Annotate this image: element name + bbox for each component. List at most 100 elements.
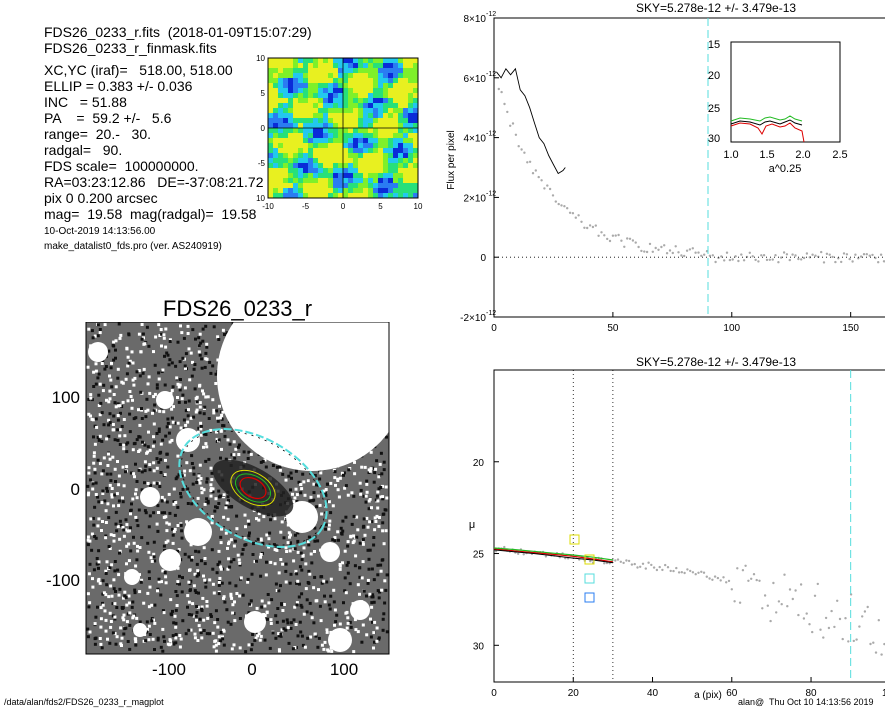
flux-point [834,260,837,264]
param-range: range= 20.- 30. [44,126,152,142]
heatmap-cell [393,183,399,189]
heatmap-cell [278,148,284,154]
noise-pixel [214,505,217,509]
noise-pixel [294,569,298,573]
heatmap-cell [343,88,349,94]
noise-pixel [266,593,270,596]
noise-pixel [304,562,308,566]
heatmap-cell [268,173,274,179]
noise-pixel [130,605,134,609]
heatmap-cell [363,163,369,169]
heatmap-xtick: -5 [302,202,310,211]
noise-pixel [336,479,340,482]
noise-pixel [275,620,279,624]
noise-pixel [187,628,191,632]
noise-pixel [281,562,285,566]
heatmap-cell [363,153,369,159]
noise-pixel [122,632,126,636]
noise-pixel [296,634,300,638]
noise-pixel [215,506,219,510]
noise-pixel [138,590,142,594]
heatmap-cell [303,193,309,199]
noise-pixel [172,487,176,491]
noise-pixel [262,613,266,616]
heatmap-cell [413,153,419,159]
heatmap-cell [303,83,309,89]
noise-pixel [369,467,373,471]
noise-pixel [370,601,374,605]
noise-pixel [320,581,324,585]
noise-pixel [177,548,181,552]
noise-pixel [196,430,200,434]
heatmap-cell [293,158,299,164]
heatmap-cell [293,93,299,99]
noise-pixel [138,374,142,378]
noise-pixel [108,641,112,645]
heatmap-cell [408,153,414,159]
heatmap-cell [318,143,324,149]
noise-pixel [163,383,167,387]
heatmap-cell [318,193,324,199]
noise-pixel [275,465,279,469]
noise-pixel [269,618,273,622]
noise-pixel [265,611,269,615]
noise-pixel [108,397,112,401]
noise-pixel [89,393,93,397]
noise-pixel [171,527,175,531]
heatmap-cell [393,113,399,119]
noise-pixel [299,603,303,607]
noise-pixel [165,529,169,533]
heatmap-cell [333,108,339,114]
mu-point [517,552,520,555]
flux-ytick: 2×10 [463,193,486,204]
heatmap-cell [338,68,344,74]
inset-ytick: 30 [708,133,720,145]
mu-point [777,600,781,603]
heatmap-cell [403,153,409,159]
heatmap-cell [368,178,374,184]
flux-point [608,239,612,243]
noise-pixel [96,323,100,327]
mu-point [769,619,772,623]
noise-pixel [156,636,160,640]
noise-pixel [233,600,236,604]
noise-pixel [382,612,386,616]
heatmap-cell [348,63,354,69]
heatmap-cell [338,188,344,194]
heatmap-cell [308,113,314,119]
noise-pixel [155,482,159,486]
heatmap-cell [343,98,349,104]
flux-point [566,207,569,210]
heatmap-cell [368,183,374,189]
heatmap-cell [388,58,394,64]
noise-pixel [204,585,208,589]
noise-pixel [188,589,192,593]
noise-pixel [282,627,286,631]
heatmap-cell [338,163,344,169]
heatmap-cell [298,123,304,129]
noise-pixel [193,387,197,391]
noise-pixel [152,395,156,399]
flux-point [588,224,592,227]
heatmap-cell [398,173,404,179]
noise-pixel [344,484,348,488]
noise-pixel [289,533,292,537]
noise-pixel [87,491,91,495]
noise-pixel [219,456,222,460]
noise-pixel [155,383,159,387]
heatmap-cell [408,93,414,99]
noise-pixel [376,490,380,494]
noise-pixel [314,634,318,638]
flux-point [497,87,500,91]
noise-pixel [265,533,269,537]
noise-pixel [179,495,183,499]
noise-pixel [135,370,139,374]
heatmap-cell [358,128,364,134]
noise-pixel [100,529,103,532]
noise-pixel [193,589,197,593]
noise-pixel [164,540,168,544]
noise-pixel [350,491,354,495]
noise-pixel [212,325,216,329]
noise-pixel [255,606,259,610]
noise-pixel [128,412,132,416]
